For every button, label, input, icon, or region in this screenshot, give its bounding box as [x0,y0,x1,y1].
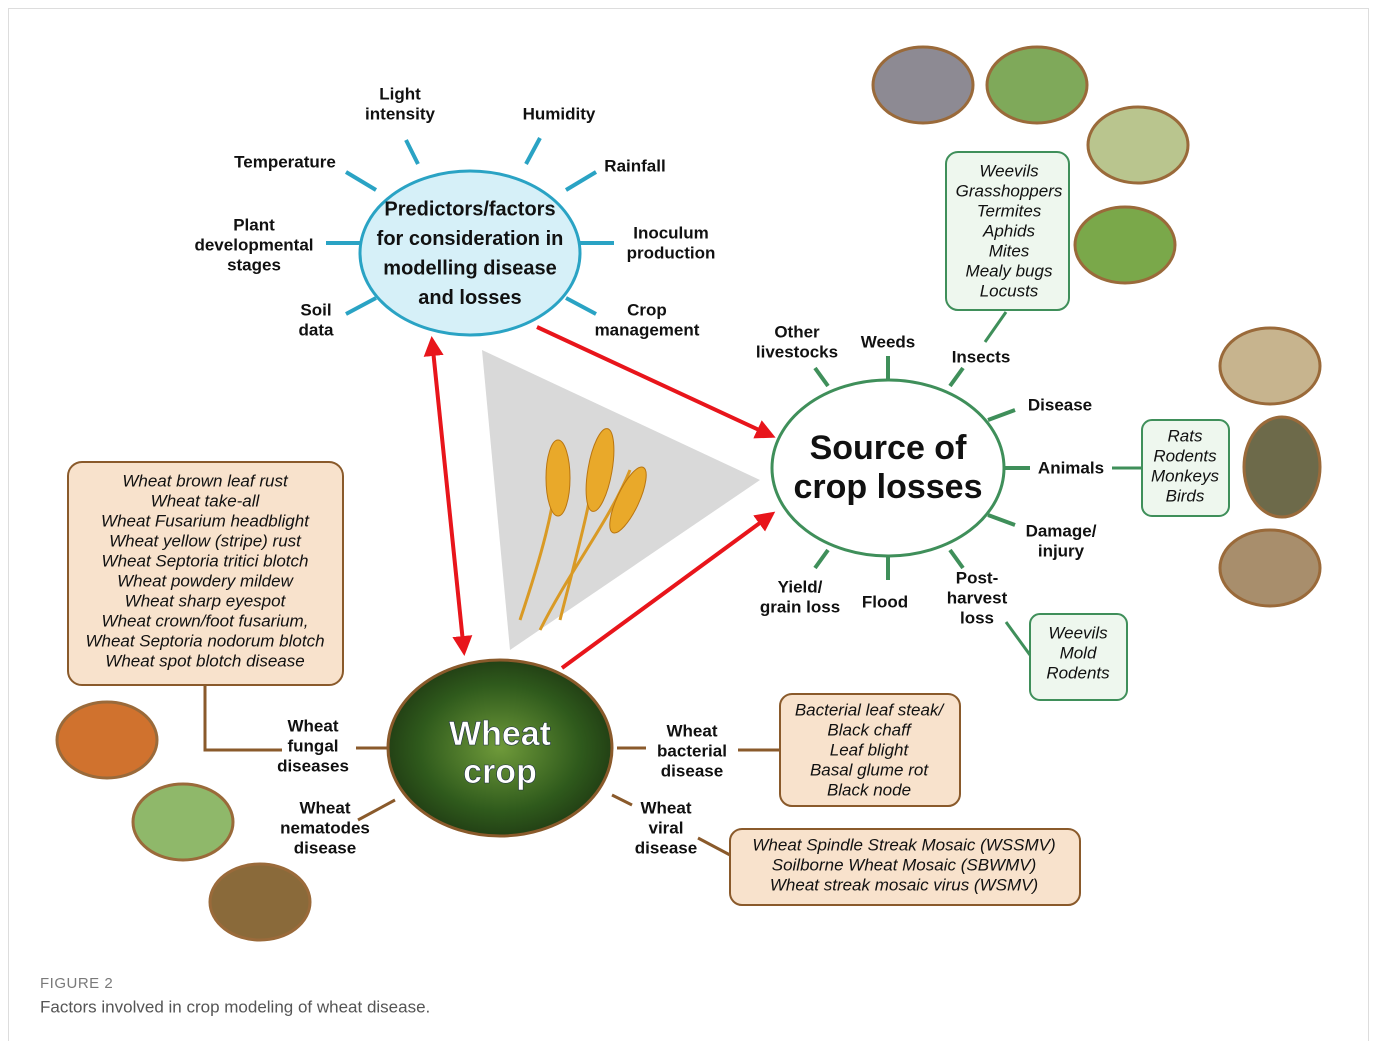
factor-label: developmental [194,235,313,254]
source-label: Flood [862,592,908,611]
disease-item: Black chaff [827,720,912,739]
factor-label: Light [379,84,421,103]
disease-item: Wheat crown/foot fusarium, [102,611,309,630]
source-label: Damage/ [1026,521,1097,540]
disease-item: Basal glume rot [810,760,929,779]
source-label: injury [1038,541,1085,560]
disease-item: Wheat take-all [151,491,261,510]
branch-label: diseases [277,756,349,775]
branch-label: Wheat [641,798,692,817]
factor-label: Rainfall [604,156,665,175]
insect-item: Grasshoppers [956,181,1063,200]
hub-label: and losses [418,287,521,309]
animal-item: Rodents [1153,446,1217,465]
disease-item: Wheat yellow (stripe) rust [109,531,302,550]
hub-label: crop losses [794,468,983,506]
factor-label: Soil [300,300,331,319]
disease-item: Leaf blight [830,740,910,759]
post-harvest-item: Rodents [1046,663,1110,682]
disease-item: Wheat spot blotch disease [105,651,304,670]
disease-item: Wheat streak mosaic virus (WSMV) [770,875,1038,894]
insect-item: Termites [977,201,1042,220]
figure-caption: Factors involved in crop modeling of whe… [40,997,430,1016]
branch-label: fungal [288,736,339,755]
predictor-hub [360,171,580,335]
source-label: loss [960,608,994,627]
hub-label: Predictors/factors [384,198,555,220]
source-label: Disease [1028,395,1092,414]
disease-item: Wheat brown leaf rust [122,471,289,490]
factor-label: data [299,320,335,339]
source-label: Animals [1038,458,1104,477]
factor-label: production [627,243,716,262]
hub-label: crop [463,753,537,791]
figure: Predictors/factors for consideration in mo… [0,0,1375,1041]
branch-label: Wheat [288,716,339,735]
disease-item: Soilborne Wheat Mosaic (SBWMV) [772,855,1037,874]
post-harvest-item: Weevils [1048,623,1108,642]
animal-item: Rats [1168,426,1203,445]
figure-label: FIGURE 2 [40,975,113,992]
source-label: livestocks [756,342,838,361]
branch-label: Wheat [300,798,351,817]
source-label: harvest [947,588,1008,607]
factor-label: Plant [233,215,275,234]
factor-label: Crop [627,300,667,319]
branch-label: disease [294,838,356,857]
insect-item: Mites [989,241,1030,260]
factor-label: Inoculum [633,223,709,242]
source-label: Insects [952,347,1011,366]
animal-item: Monkeys [1151,466,1220,485]
insect-item: Aphids [982,221,1035,240]
source-label: grain loss [760,597,840,616]
factor-label: Humidity [523,104,596,123]
source-label: Post- [956,568,999,587]
source-label: Weeds [861,332,916,351]
disease-item: Wheat sharp eyespot [125,591,287,610]
source-label: Yield/ [778,577,823,596]
factor-label: management [595,320,700,339]
disease-item: Bacterial leaf steak/ [795,700,946,719]
hub-label: modelling disease [383,257,556,279]
animal-item: Birds [1166,486,1205,505]
factor-label: Temperature [234,152,336,171]
insect-item: Locusts [980,281,1039,300]
disease-item: Wheat powdery mildew [117,571,294,590]
insect-item: Mealy bugs [966,261,1053,280]
disease-item: Wheat Spindle Streak Mosaic (WSSMV) [752,835,1055,854]
source-label: Other [774,322,820,341]
branch-label: disease [635,838,697,857]
disease-item: Wheat Septoria tritici blotch [102,551,309,570]
disease-item: Black node [827,780,911,799]
post-harvest-item: Mold [1060,643,1097,662]
branch-label: Wheat [667,721,718,740]
branch-label: bacterial [657,741,727,760]
hub-label: for consideration in [377,228,564,250]
factor-label: stages [227,255,281,274]
disease-item: Wheat Fusarium headblight [101,511,310,530]
insect-item: Weevils [979,161,1039,180]
branch-label: disease [661,761,723,780]
disease-item: Wheat Septoria nodorum blotch [85,631,324,650]
branch-label: nematodes [280,818,370,837]
branch-label: viral [649,818,684,837]
factor-label: intensity [365,104,435,123]
hub-label: Source of [810,429,967,467]
hub-label: Wheat [449,715,551,753]
